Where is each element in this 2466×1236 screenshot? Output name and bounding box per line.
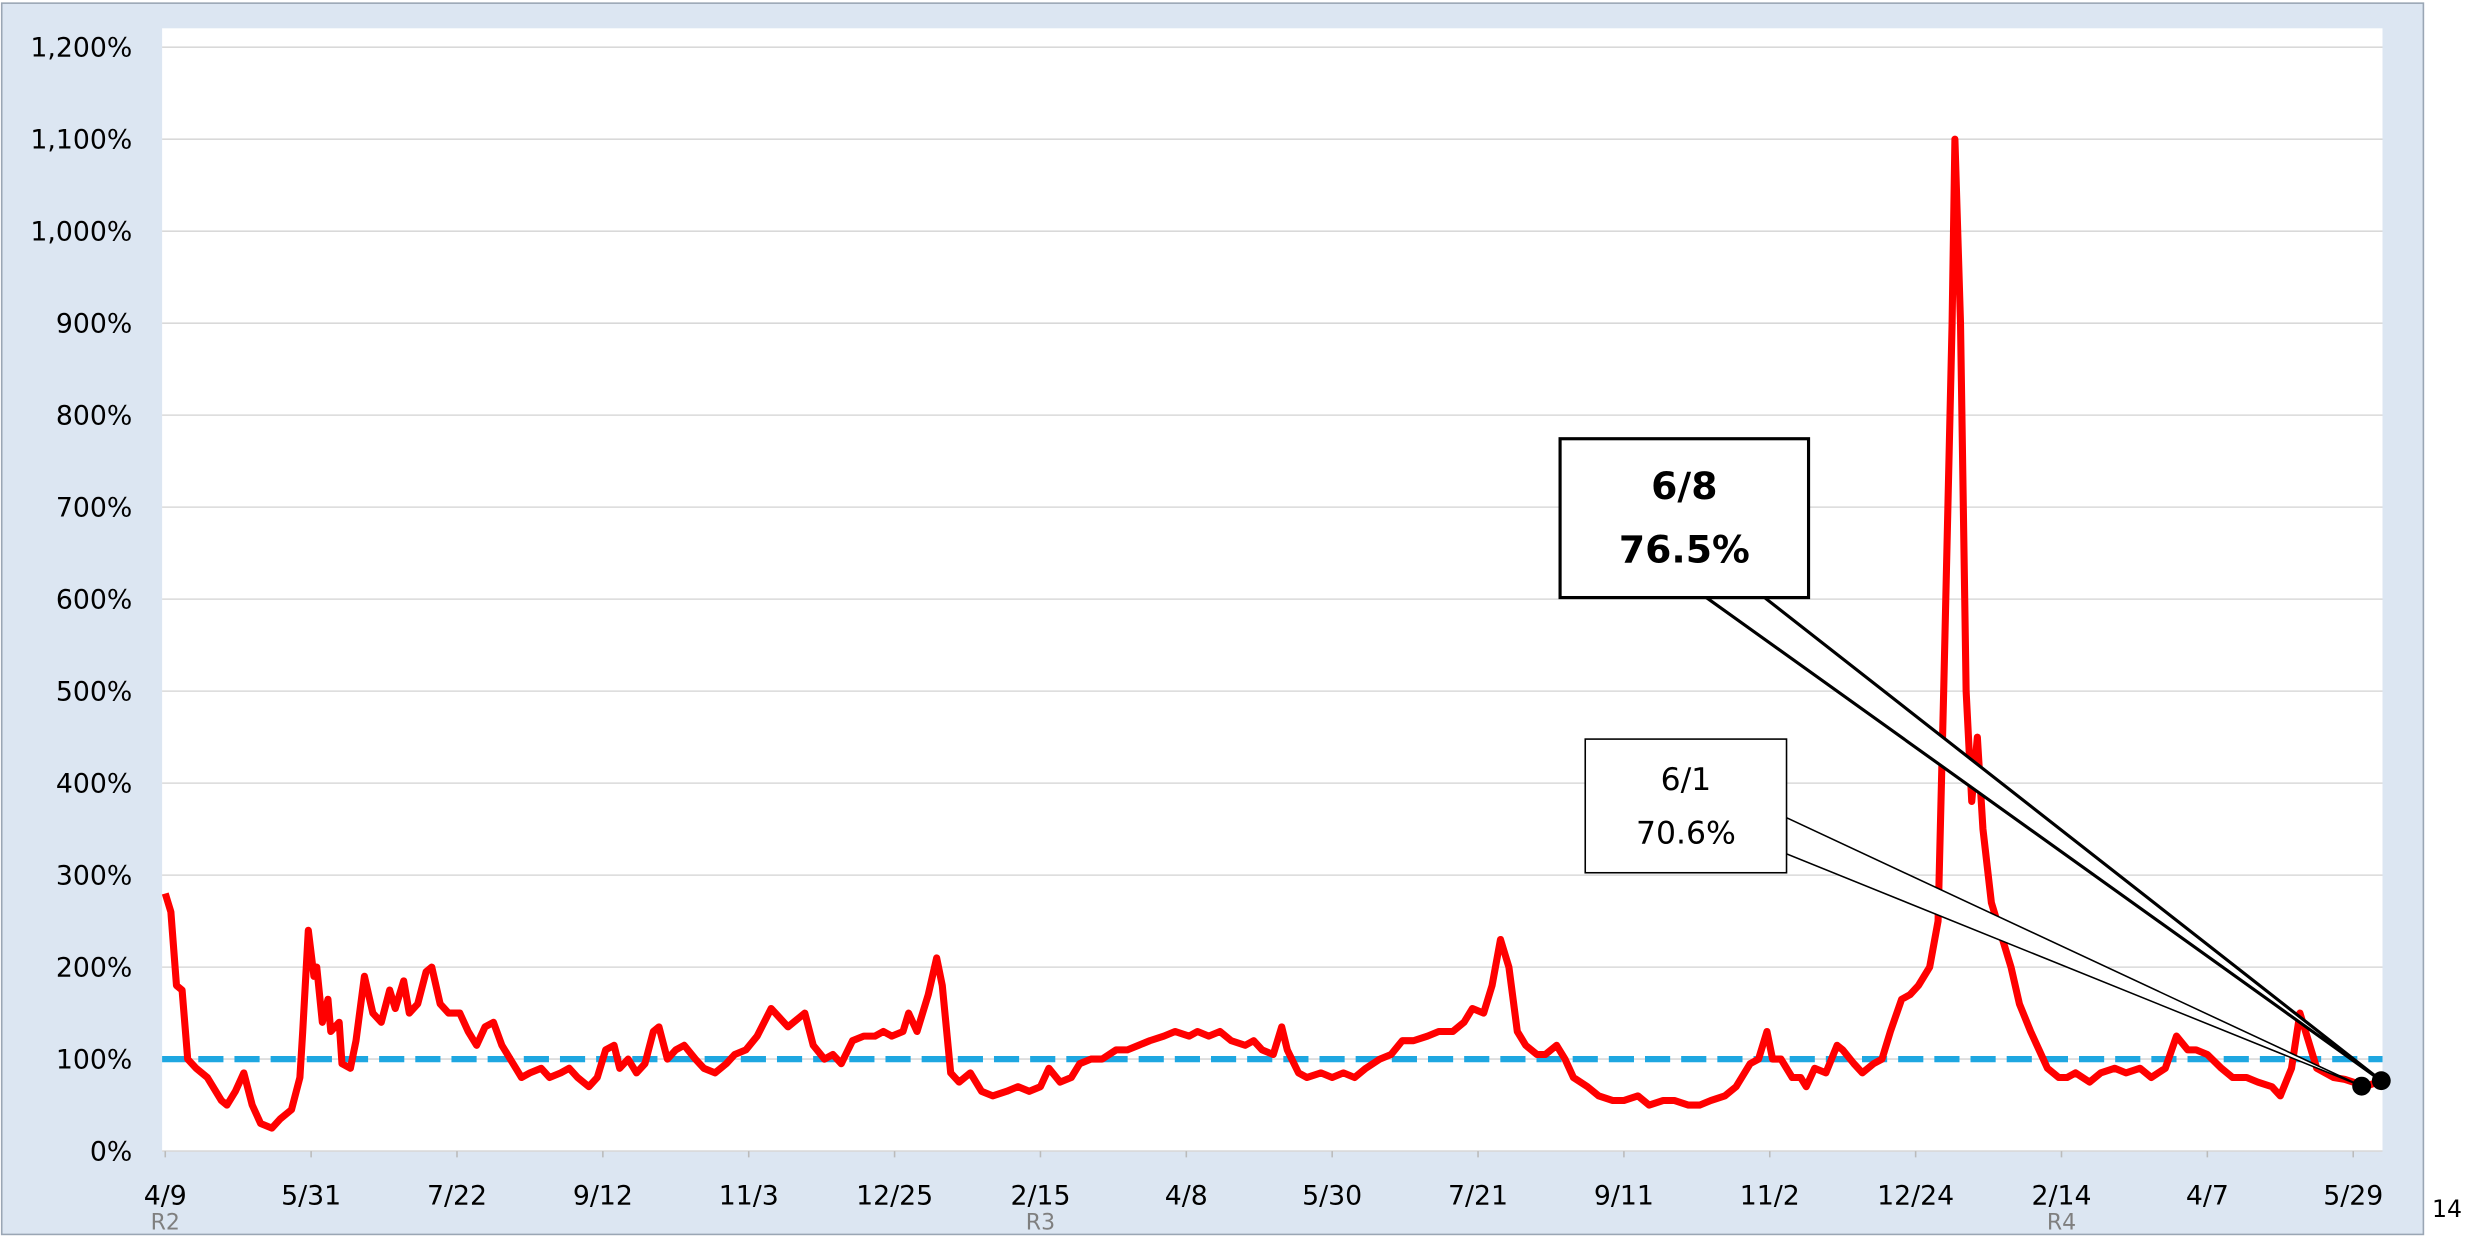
x-tick-label: 4/9 xyxy=(144,1181,187,1212)
y-tick-label: 700% xyxy=(56,493,132,524)
x-tick-label: 4/8 xyxy=(1165,1181,1208,1212)
y-tick-label: 800% xyxy=(56,401,132,432)
callout-box xyxy=(1584,738,1788,874)
x-tick-label: 2/14 xyxy=(2031,1181,2091,1212)
y-tick-label: 300% xyxy=(56,861,132,892)
callout-value: 70.6% xyxy=(1636,815,1736,851)
x-tick-label: 5/31 xyxy=(281,1181,341,1212)
x-tick-label: 12/25 xyxy=(856,1181,933,1212)
y-tick-label: 1,000% xyxy=(30,217,132,248)
x-tick-label: 9/12 xyxy=(573,1181,633,1212)
x-tick-label: 2/15 xyxy=(1010,1181,1070,1212)
callout-date: 6/1 xyxy=(1661,762,1712,798)
x-tick-label: 12/24 xyxy=(1877,1181,1954,1212)
era-label: R3 xyxy=(1026,1211,1055,1236)
plot-area xyxy=(162,28,2383,1152)
y-tick-label: 600% xyxy=(56,585,132,616)
era-label: R4 xyxy=(2047,1211,2076,1236)
y-tick-label: 0% xyxy=(90,1137,132,1168)
x-tick-label: 11/3 xyxy=(719,1181,779,1212)
x-tick-label: 9/11 xyxy=(1594,1181,1654,1212)
y-tick-label: 400% xyxy=(56,769,132,800)
y-tick-label: 900% xyxy=(56,309,132,340)
callout-date: 6/8 xyxy=(1651,464,1717,508)
line-series xyxy=(161,135,2383,1132)
page-number: 14 xyxy=(2432,1195,2462,1223)
highlight-point xyxy=(2371,1071,2391,1091)
x-tick-label: 5/29 xyxy=(2323,1181,2383,1212)
y-tick-label: 200% xyxy=(56,953,132,984)
x-tick-label: 7/21 xyxy=(1448,1181,1508,1212)
x-tick-label: 5/30 xyxy=(1302,1181,1362,1212)
callout-value: 76.5% xyxy=(1619,528,1750,572)
y-tick-label: 500% xyxy=(56,677,132,708)
x-tick-label: 11/2 xyxy=(1740,1181,1800,1212)
era-label: R2 xyxy=(151,1211,180,1236)
y-tick-label: 1,200% xyxy=(30,33,132,64)
callout-box xyxy=(1558,437,1811,600)
y-tick-label: 100% xyxy=(56,1045,132,1076)
highlight-point xyxy=(2352,1076,2372,1096)
x-tick-label: 4/7 xyxy=(2186,1181,2229,1212)
x-tick-label: 7/22 xyxy=(427,1181,487,1212)
y-tick-label: 1,100% xyxy=(30,125,132,156)
